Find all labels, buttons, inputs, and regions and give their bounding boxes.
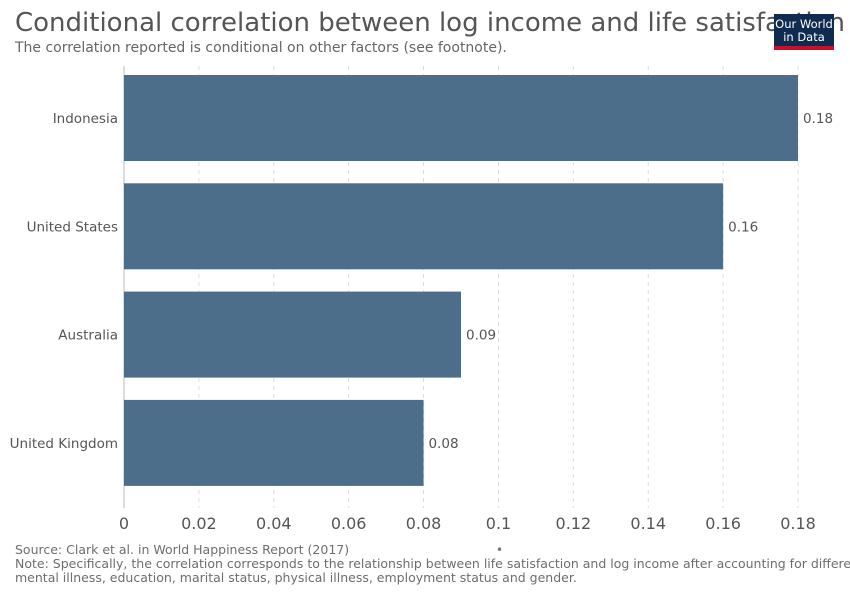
category-label: Indonesia [53,111,118,127]
value-label: 0.18 [803,111,833,127]
footer-dot: • [496,543,504,557]
chart-subtitle: The correlation reported is conditional … [15,40,507,56]
x-tick-label: 0.06 [331,514,367,533]
x-tick-label: 0.12 [556,514,592,533]
footer: Source: Clark et al. in World Happiness … [15,543,850,585]
value-label: 0.16 [728,219,758,235]
bar[interactable] [124,183,724,270]
chart-title: Conditional correlation between log inco… [15,8,846,38]
category-label: Australia [58,328,118,344]
value-label: 0.09 [466,328,496,344]
category-label: United Kingdom [10,436,118,452]
x-tick-label: 0.16 [705,514,741,533]
logo-line-1: Our World [775,17,833,31]
x-axis-ticks: 0 0.02 0.04 0.06 0.08 0.1 0.12 0.14 0.16 0.18 [119,514,816,533]
bars-group: Indonesia 0.18 United States 0.16 Australia 0… [10,75,833,486]
x-tick-label: 0 [119,514,129,533]
value-label: 0.08 [429,436,459,452]
x-tick-label: 0.08 [406,514,442,533]
category-label: United States [27,219,118,235]
note-text-line-1: Note: Specifically, the correlation corr… [15,557,850,571]
owid-logo[interactable]: Our World in Data [774,14,834,50]
bar[interactable] [124,399,424,486]
bar[interactable] [124,75,798,161]
source-text: Source: Clark et al. in World Happiness … [15,543,350,557]
x-tick-label: 0.18 [780,514,816,533]
x-tick-label: 0.14 [630,514,666,533]
note-text-line-2: mental illness, education, marital statu… [15,571,577,585]
x-tick-label: 0.04 [256,514,292,533]
x-tick-label: 0.02 [181,514,217,533]
x-tick-label: 0.1 [486,514,511,533]
bar[interactable] [124,291,461,378]
bar-chart: Indonesia 0.18 United States 0.16 Australia 0… [10,66,833,533]
logo-line-2: in Data [783,30,825,44]
